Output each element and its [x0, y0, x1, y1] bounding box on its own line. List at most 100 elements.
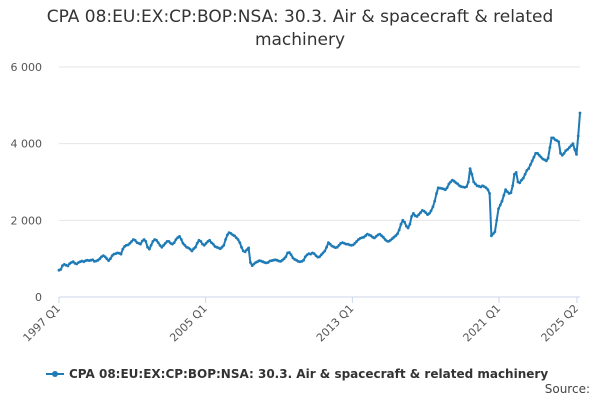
data-point: [445, 186, 449, 190]
data-point: [511, 184, 515, 188]
data-point: [289, 253, 293, 257]
data-point: [497, 207, 500, 211]
data-point: [410, 215, 413, 218]
data-point: [486, 188, 490, 192]
data-point: [467, 180, 470, 184]
data-point: [149, 243, 153, 247]
chart-title-line-1: CPA 08:EU:EX:CP:BOP:NSA: 30.3. Air & spa…: [46, 7, 554, 27]
data-point: [394, 234, 398, 238]
data-point: [194, 245, 197, 249]
data-point: [443, 188, 447, 192]
data-point: [474, 182, 477, 186]
data-point: [282, 257, 286, 261]
data-point: [412, 212, 415, 215]
data-point: [520, 178, 523, 182]
legend-label: CPA 08:EU:EX:CP:BOP:NSA: 30.3. Air & spa…: [69, 367, 548, 381]
legend[interactable]: CPA 08:EU:EX:CP:BOP:NSA: 30.3. Air & spa…: [46, 367, 548, 381]
data-point: [562, 151, 566, 155]
y-tick-label: 0: [35, 291, 42, 304]
data-point: [183, 243, 187, 247]
data-point: [468, 167, 472, 171]
data-point: [119, 252, 123, 256]
data-point: [415, 215, 419, 218]
data-point: [181, 241, 185, 245]
data-point: [105, 257, 109, 261]
data-point: [160, 245, 164, 249]
chart-title: CPA 08:EU:EX:CP:BOP:NSA: 30.3. Air & spa…: [0, 6, 600, 52]
y-tick-label: 4 000: [11, 138, 43, 151]
data-point: [226, 233, 229, 237]
x-axis: 1997 Q1 2005 Q1 2013 Q1 2021 Q1 2025 Q2: [21, 296, 581, 345]
data-point: [419, 211, 422, 215]
data-point: [435, 192, 438, 195]
data-point: [571, 142, 575, 146]
data-point: [527, 167, 530, 171]
data-point: [523, 172, 527, 176]
data-point: [490, 234, 493, 238]
data-point: [373, 236, 376, 240]
data-point: [59, 268, 63, 271]
plot-area: [57, 111, 582, 272]
data-point: [514, 171, 518, 174]
data-point: [500, 199, 504, 203]
x-tick-label: 2021 Q1: [461, 302, 504, 345]
data-point: [234, 236, 238, 240]
data-point: [433, 199, 437, 203]
data-point: [488, 192, 491, 195]
data-point: [539, 155, 543, 159]
data-point: [546, 156, 550, 160]
data-point: [491, 232, 495, 236]
data-point: [518, 181, 522, 185]
data-point: [133, 238, 137, 242]
data-point: [211, 242, 215, 246]
data-point: [544, 159, 548, 163]
data-point: [148, 247, 151, 251]
data-point: [456, 182, 460, 186]
data-point: [495, 218, 499, 222]
data-point: [559, 151, 562, 155]
data-point: [472, 180, 476, 184]
data-point: [98, 257, 102, 261]
data-point: [199, 240, 203, 243]
data-point: [325, 245, 328, 249]
data-point: [335, 245, 339, 249]
data-point: [417, 213, 421, 217]
data-point: [220, 245, 224, 249]
data-point: [576, 134, 580, 138]
data-point: [208, 238, 212, 242]
data-point: [174, 238, 178, 241]
data-point: [107, 259, 110, 262]
data-point: [537, 153, 541, 157]
data-point: [328, 242, 332, 246]
data-point: [188, 247, 192, 251]
data-point: [240, 245, 243, 249]
data-point: [284, 255, 288, 259]
data-point: [424, 211, 428, 215]
data-point: [578, 111, 582, 115]
data-point: [557, 140, 561, 144]
y-tick-label: 2 000: [11, 214, 43, 227]
data-point: [397, 228, 401, 232]
data-point: [303, 255, 307, 259]
data-point: [158, 243, 162, 247]
data-point: [381, 235, 385, 239]
data-point: [355, 240, 359, 243]
data-point: [552, 136, 555, 140]
data-point: [470, 172, 474, 176]
data-point: [399, 222, 403, 226]
data-point: [396, 232, 399, 236]
data-point: [573, 148, 577, 151]
data-point: [128, 241, 132, 245]
data-point: [484, 186, 488, 190]
data-point: [156, 241, 160, 245]
data-point: [167, 240, 171, 243]
data-point: [318, 255, 321, 259]
data-point: [431, 205, 435, 209]
data-point: [224, 238, 228, 241]
data-point: [312, 252, 316, 256]
data-point: [353, 241, 357, 245]
data-point: [504, 188, 507, 192]
data-point: [560, 153, 564, 157]
data-point: [139, 242, 142, 246]
